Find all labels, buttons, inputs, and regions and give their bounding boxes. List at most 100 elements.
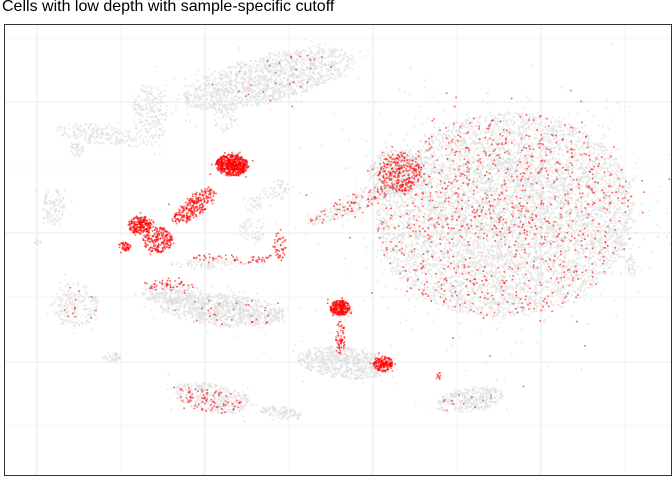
cell-cluster-2-point <box>118 141 121 144</box>
cell-cluster-5-point <box>522 312 525 315</box>
cell-cluster-0-point <box>335 56 338 59</box>
cell-cluster-1-point <box>143 123 146 127</box>
cell-cluster-1-point <box>141 106 144 110</box>
cell-cluster-0-point <box>262 57 265 60</box>
cell-cluster-0-point <box>302 49 305 52</box>
cell-cluster-5-point <box>603 251 607 254</box>
cell-cluster-5-point <box>561 269 564 272</box>
cell-cluster-0-point <box>329 75 332 79</box>
cell-cluster-1-point <box>134 103 137 107</box>
cell-cluster-0-point <box>243 86 246 89</box>
cell-cluster-4-point <box>215 103 218 106</box>
cell-cluster-5-point <box>521 121 524 124</box>
cell-cluster-5-point <box>461 288 464 291</box>
cell-cluster-0-point <box>327 63 330 66</box>
cell-cluster-5-point <box>494 244 497 247</box>
cell-cluster-1-point <box>142 114 145 117</box>
cell-cluster-5-point <box>602 229 605 232</box>
cell-cluster-5-point <box>485 290 488 293</box>
cell-cluster-5-point <box>418 105 422 108</box>
cell-cluster-5-point <box>486 285 489 288</box>
cell-cluster-0-point <box>282 67 285 70</box>
cell-cluster-5-point <box>568 129 572 132</box>
cell-cluster-0-point <box>256 91 260 94</box>
cell-cluster-0-point <box>203 94 206 97</box>
cell-cluster-5-point <box>522 290 525 293</box>
cell-cluster-0-point <box>219 76 223 80</box>
cell-cluster-5-point <box>515 132 518 135</box>
cell-cluster-0-point <box>187 94 190 97</box>
cell-cluster-5-point <box>375 224 378 227</box>
cell-cluster-5-point <box>390 270 393 273</box>
grid-lines <box>5 25 671 475</box>
cell-cluster-0-point <box>249 87 252 90</box>
cell-cluster-0-point <box>279 73 282 76</box>
cell-cluster-5-point <box>598 217 601 220</box>
cell-cluster-5-point <box>444 153 447 156</box>
cell-cluster-4-point <box>230 125 234 128</box>
cell-cluster-5-point <box>586 182 589 185</box>
cell-cluster-5-point <box>542 245 545 248</box>
cell-cluster-0-point <box>244 78 247 81</box>
cell-cluster-1-point <box>150 133 153 136</box>
cell-cluster-4-point <box>225 128 228 131</box>
cell-cluster-2-point <box>117 129 121 132</box>
cell-cluster-5-point <box>438 189 441 192</box>
cell-cluster-5-point <box>574 132 577 136</box>
cell-cluster-5-point <box>562 128 565 131</box>
cell-cluster-0-point <box>232 84 235 87</box>
cell-cluster-5-point <box>517 277 521 280</box>
cell-cluster-0-point <box>253 92 256 95</box>
cell-cluster-5-point <box>317 242 320 245</box>
cell-cluster-4-point <box>217 101 220 104</box>
cell-cluster-0-point <box>250 68 253 71</box>
cell-cluster-5-point <box>386 210 389 213</box>
cell-cluster-2-point <box>95 132 98 135</box>
cell-cluster-0-point <box>211 72 214 75</box>
cell-cluster-1-point <box>146 115 149 118</box>
cell-cluster-5-point <box>389 255 392 258</box>
cell-cluster-5-point <box>454 308 457 312</box>
cell-cluster-4-point <box>216 122 219 125</box>
cell-cluster-5-point <box>543 318 547 321</box>
cell-cluster-0-point <box>216 84 219 87</box>
cell-cluster-0-point <box>316 83 319 86</box>
cell-cluster-5-point <box>535 308 539 311</box>
cell-cluster-2-point <box>58 129 61 132</box>
cell-cluster-0-point <box>288 53 291 56</box>
cell-cluster-5-point <box>362 237 365 240</box>
cell-cluster-5-point <box>507 125 510 128</box>
cell-cluster-0-point <box>248 65 251 68</box>
cell-cluster-2-point <box>100 130 104 133</box>
cell-cluster-5-point <box>536 189 540 192</box>
cell-cluster-0-point <box>209 99 212 102</box>
cell-cluster-0-point <box>350 62 354 66</box>
cell-cluster-5-point <box>517 118 520 121</box>
cell-cluster-0-point <box>301 79 305 82</box>
cell-cluster-1-point <box>145 143 149 146</box>
cell-cluster-2-point <box>72 126 75 129</box>
cell-cluster-0-point <box>246 89 249 92</box>
cell-cluster-0-point <box>273 88 276 91</box>
cell-cluster-0-point <box>284 51 287 54</box>
cell-cluster-5-point <box>552 137 556 141</box>
cell-cluster-5-point <box>453 275 456 278</box>
cell-cluster-1-point <box>151 125 154 128</box>
cell-cluster-0-point <box>165 94 168 97</box>
cell-cluster-5-point <box>486 146 490 149</box>
cell-cluster-5-point <box>422 280 425 283</box>
cell-cluster-4-point <box>218 107 221 111</box>
cell-cluster-0-point <box>258 79 261 82</box>
cell-cluster-0-point <box>271 52 274 55</box>
cell-cluster-5-point <box>420 221 423 224</box>
cell-cluster-5-point <box>384 232 387 235</box>
cell-cluster-0-point <box>335 62 338 65</box>
cell-cluster-5-point <box>486 214 489 217</box>
cell-cluster-5-point <box>480 129 483 133</box>
cell-cluster-0-point <box>246 101 249 104</box>
cell-cluster-5-point <box>598 177 601 180</box>
cell-cluster-0-point <box>342 54 345 58</box>
cell-cluster-0-point <box>327 47 330 50</box>
cell-cluster-2-point <box>102 141 105 144</box>
cell-cluster-0-point <box>271 69 274 72</box>
